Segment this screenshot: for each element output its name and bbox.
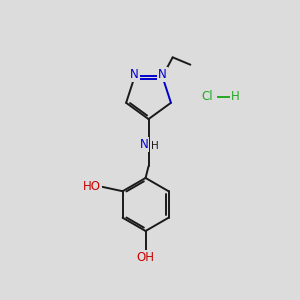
Text: N: N bbox=[140, 138, 148, 151]
Text: OH: OH bbox=[136, 251, 154, 264]
Text: H: H bbox=[231, 91, 240, 103]
Text: Cl: Cl bbox=[202, 91, 213, 103]
Text: N: N bbox=[158, 68, 167, 81]
Text: H: H bbox=[151, 141, 159, 151]
Text: HO: HO bbox=[83, 180, 101, 193]
Text: N: N bbox=[130, 68, 139, 81]
